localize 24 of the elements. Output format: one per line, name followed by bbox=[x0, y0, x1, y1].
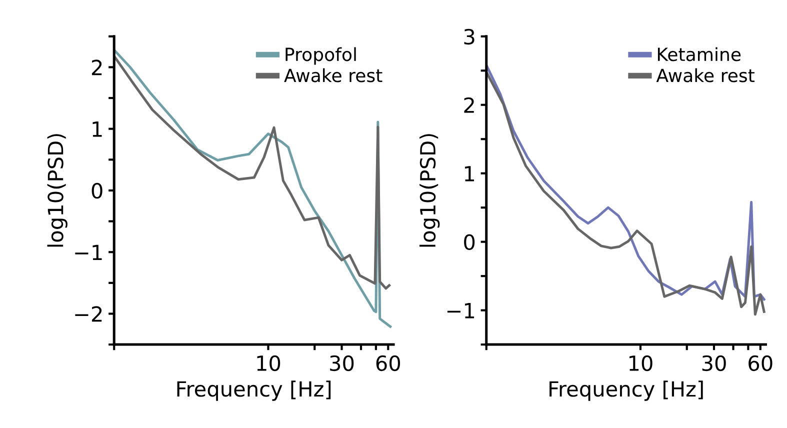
y-tick-label: 0 bbox=[92, 182, 102, 199]
y-tick-label: −2 bbox=[75, 306, 102, 322]
legend-label: Awake rest bbox=[656, 68, 754, 82]
y-tick-label: 1 bbox=[464, 166, 474, 182]
x-tick-label: 30 bbox=[330, 355, 354, 372]
x-tick-label: 10 bbox=[630, 355, 652, 372]
y-axis-title: log10(PSD) bbox=[47, 134, 68, 247]
x-axis-title: Frequency [Hz] bbox=[550, 380, 703, 401]
y-tick-label: 3 bbox=[464, 28, 474, 45]
legend-label: Ketamine bbox=[658, 47, 741, 62]
x-tick-label: 60 bbox=[376, 355, 400, 372]
y-tick-label: 2 bbox=[464, 97, 474, 113]
x-axis-title: Frequency [Hz] bbox=[177, 380, 331, 401]
y-tick-label: −1 bbox=[75, 244, 102, 260]
legend-label: Propofol bbox=[286, 47, 356, 65]
y-tick-label: 1 bbox=[92, 122, 102, 137]
y-tick-label: 2 bbox=[92, 60, 102, 76]
y-tick-label: 0 bbox=[464, 234, 475, 250]
x-tick-label: 10 bbox=[257, 355, 280, 372]
x-tick-label: 30 bbox=[702, 355, 726, 372]
y-tick-label: −1 bbox=[447, 303, 474, 318]
y-axis-title: log10(PSD) bbox=[420, 134, 440, 247]
x-tick-label: 60 bbox=[748, 355, 772, 372]
legend-label: Awake rest bbox=[284, 68, 382, 82]
